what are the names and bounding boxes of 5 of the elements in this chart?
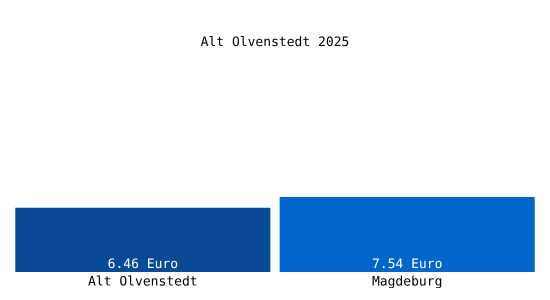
data-label: 7.54 Euro: [372, 257, 442, 272]
data-label: 6.46 Euro: [108, 257, 178, 272]
x-tick-label: Magdeburg: [372, 274, 442, 290]
x-tick-label: Alt Olvenstedt: [88, 274, 198, 290]
chart-title: Alt Olvenstedt 2025: [200, 35, 350, 50]
